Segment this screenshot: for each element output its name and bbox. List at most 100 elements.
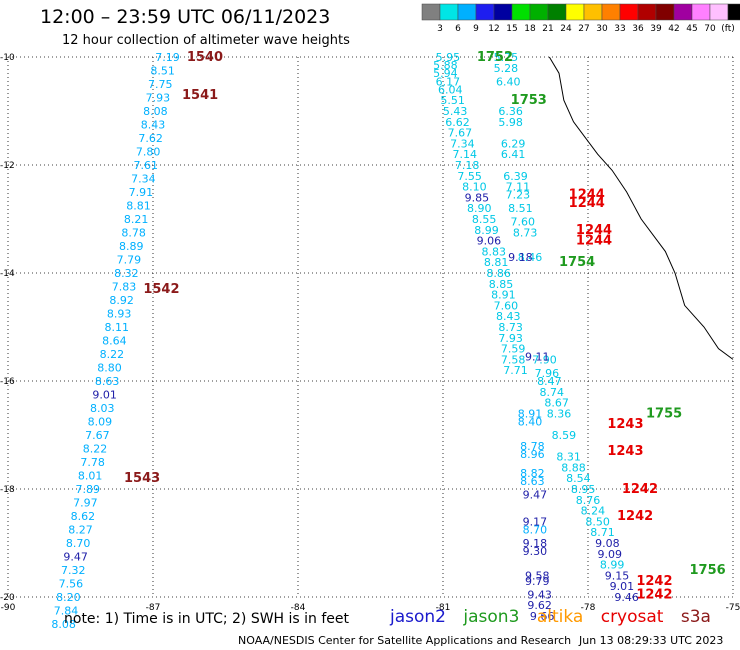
- wave-height-value: 8.43: [496, 310, 521, 323]
- wave-height-value: 6.40: [496, 75, 521, 88]
- pass-number-label: 1756: [690, 563, 726, 578]
- pass-number-label: 1244: [569, 188, 605, 203]
- wave-height-value: 8.96: [520, 448, 545, 461]
- pass-number-label: 1540: [187, 50, 223, 65]
- x-tick-label: -81: [436, 603, 451, 613]
- y-tick-label: -12: [0, 161, 15, 171]
- credit-line: NOAA/NESDIS Center for Satellite Applica…: [238, 634, 572, 647]
- wave-height-value: 8.20: [56, 591, 81, 604]
- wave-height-value: 8.80: [97, 362, 122, 375]
- wave-height-value: 9.18: [523, 537, 548, 550]
- wave-height-value: 7.93: [146, 92, 171, 105]
- wave-height-value: 8.64: [102, 335, 127, 348]
- wave-height-value: 8.81: [484, 256, 509, 269]
- wave-height-value: 5.75: [494, 51, 519, 64]
- pass-number-label: 1242: [636, 587, 672, 602]
- wave-height-value: 8.03: [90, 402, 115, 415]
- color-scale-bar: 3 6 9 12 15 18 21 24 27 30 33 36 39 42 45 70 (ft): [421, 3, 740, 34]
- wave-height-value: 7.67: [85, 429, 110, 442]
- wave-height-value: 9.46: [614, 591, 639, 604]
- wave-height-value: 7.93: [498, 332, 523, 345]
- x-tick-label: -75: [726, 603, 740, 613]
- wave-height-value: 7.79: [117, 254, 142, 267]
- wave-height-value: 8.70: [66, 537, 91, 550]
- wave-height-value: 8.70: [523, 524, 548, 537]
- wave-height-value: 7.34: [450, 137, 475, 150]
- wave-height-value: 8.89: [119, 240, 144, 253]
- x-tick-label: -78: [581, 603, 596, 613]
- wave-height-value: 8.71: [590, 526, 615, 539]
- wave-height-value: 7.58: [501, 353, 526, 366]
- wave-height-value: 8.73: [513, 227, 538, 240]
- wave-height-value: 7.32: [61, 564, 86, 577]
- wave-height-value: 7.67: [448, 127, 473, 140]
- wave-height-value: 8.95: [571, 483, 596, 496]
- wave-height-value: 9.01: [610, 580, 635, 593]
- wave-height-value: 9.47: [523, 488, 548, 501]
- wave-height-value: 8.43: [141, 119, 166, 132]
- wave-height-value: 8.63: [520, 475, 545, 488]
- wave-height-value: 8.22: [100, 348, 125, 361]
- wave-height-value: 8.78: [520, 440, 545, 453]
- pass-number-label: 1243: [607, 417, 643, 432]
- wave-height-value: 7.90: [532, 353, 557, 366]
- wave-height-value: 7.97: [73, 497, 98, 510]
- colorbar-label: 3: [437, 24, 443, 34]
- wave-height-value: 8.46: [518, 251, 543, 264]
- units-note: note: 1) Time is in UTC; 2) SWH is in fe…: [64, 611, 350, 627]
- wave-height-value: 9.43: [527, 588, 552, 601]
- wave-height-value: 9.17: [523, 515, 548, 528]
- wave-height-value: 8.73: [498, 321, 523, 334]
- generated-timestamp: Jun 13 08:29:33 UTC 2023: [579, 634, 724, 647]
- wave-height-value: 7.78: [80, 456, 105, 469]
- wave-height-value: 8.83: [482, 245, 507, 258]
- wave-height-value: 8.85: [489, 278, 514, 291]
- wave-height-value: 8.78: [121, 227, 146, 240]
- wave-height-value: 8.81: [126, 200, 151, 213]
- wave-height-value: 8.92: [109, 294, 134, 307]
- wave-height-value: 9.09: [598, 548, 623, 561]
- wave-height-value: 5.95: [436, 51, 461, 64]
- wave-height-value: 8.63: [95, 375, 120, 388]
- wave-height-value: 7.23: [506, 189, 531, 202]
- colorbar-label: (ft): [721, 24, 735, 34]
- wave-height-value: 7.59: [501, 343, 526, 356]
- pass-number-label: 1541: [182, 88, 218, 103]
- wave-height-value: 8.50: [585, 515, 610, 528]
- wave-height-value: 7.91: [129, 186, 154, 199]
- coastline: [548, 56, 734, 360]
- wave-height-value: 8.59: [552, 429, 577, 442]
- wave-height-value: 8.32: [114, 267, 139, 280]
- y-tick-label: -10: [0, 53, 15, 63]
- colorbar-label: 12: [488, 24, 499, 34]
- wave-height-value: 5.94: [433, 67, 458, 80]
- wave-height-value: 6.39: [503, 170, 528, 183]
- wave-height-value: 8.22: [83, 443, 108, 456]
- pass-number-label: 1244: [569, 196, 605, 211]
- y-tick-label: -20: [0, 593, 15, 603]
- wave-height-value: 8.86: [486, 267, 511, 280]
- wave-height-value: 9.30: [523, 545, 548, 558]
- wave-height-value: 8.88: [561, 461, 586, 474]
- wave-height-value: 7.83: [112, 281, 137, 294]
- wave-height-value: 8.62: [71, 510, 96, 523]
- wave-height-value: 9.11: [525, 351, 550, 364]
- wave-height-value: 9.18: [508, 251, 533, 264]
- wave-height-value: 9.01: [92, 389, 117, 402]
- wave-height-value: 8.51: [508, 202, 533, 215]
- colorbar-label: 30: [596, 24, 608, 34]
- wave-height-value: 7.80: [136, 146, 161, 159]
- wave-height-value: 7.61: [134, 159, 159, 172]
- colorbar-label: 18: [524, 24, 536, 34]
- wave-height-value: 8.10: [462, 181, 487, 194]
- wave-height-value: 7.84: [54, 605, 79, 618]
- wave-height-value: 8.51: [150, 65, 175, 78]
- colorbar-label: 42: [668, 24, 679, 34]
- pass-number-label: 1753: [511, 93, 547, 108]
- wave-height-value: 8.21: [124, 213, 149, 226]
- pass-number-label: 1244: [576, 234, 612, 249]
- wave-height-value: 9.08: [595, 537, 620, 550]
- wave-height-value: 7.96: [535, 367, 560, 380]
- wave-height-value: 6.04: [438, 83, 463, 96]
